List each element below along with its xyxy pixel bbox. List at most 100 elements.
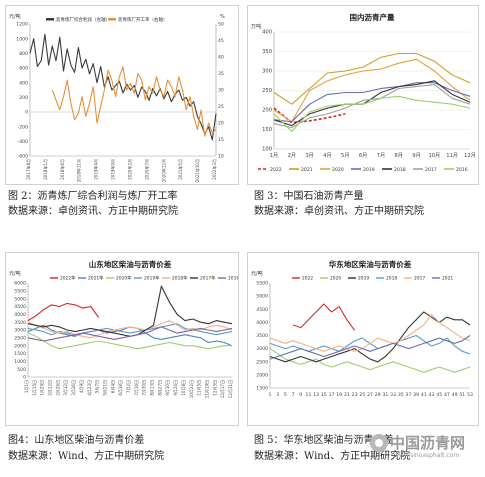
x-tick-label-10: 5月21日 — [102, 380, 107, 396]
legend-label-4: 2018年 — [172, 275, 188, 282]
series-line-2016-6 — [273, 95, 471, 133]
x-tick-label-23: 11月19日 — [204, 380, 209, 398]
legend-label-1: 2021年 — [88, 275, 104, 282]
x-tick-label-20: 10月8日 — [181, 380, 186, 396]
y-tick-label-200: 200 — [19, 95, 28, 101]
x-tick-label-9: 5月7日 — [95, 380, 100, 393]
x-tick-label-5: 6月 — [359, 152, 368, 159]
series-line-2020-2 — [273, 58, 471, 123]
legend-label-5: 2017年 — [200, 275, 216, 282]
y-tick-label-100: 100 — [262, 147, 272, 153]
x-tick-label-25: 51 — [459, 392, 465, 398]
x-tick-label-2: 1月29日 — [40, 380, 45, 396]
x-tick-label-2: 5 — [284, 392, 287, 398]
series-line-2022-0 — [292, 303, 356, 331]
caption-figure-3: 图 3：中国石油沥青产量 — [254, 191, 364, 202]
chart-shandong-spread: 山东地区柴油与沥青价差元/吨60005500500045004000350030… — [9, 259, 238, 398]
x-tick-label-3: 7 — [292, 392, 295, 398]
caption-source-5: 数据来源：Wind、方正中期研究院 — [254, 451, 411, 462]
watermark-title: 中国沥青网 — [390, 434, 466, 452]
legend-label-5: 2021 — [442, 276, 453, 282]
x-tick-label-21: 43 — [429, 392, 435, 398]
x-tick-label-3: 4月 — [323, 152, 332, 159]
x-tick-label-3: 2月12日 — [48, 380, 53, 396]
y-tick-label-4500: 4500 — [256, 307, 268, 313]
y-tick-label-6000: 6000 — [14, 281, 26, 287]
y-right-tick-label-30: 30 — [218, 88, 224, 94]
legend-label-3: 2019 — [363, 167, 375, 173]
y-tick-label-2000: 2000 — [14, 343, 26, 349]
y-tick-label-5000: 5000 — [14, 296, 26, 302]
legend-label-3: 2018 — [386, 276, 397, 282]
legend-label-0: 沥青炼厂综合利润（左轴） — [56, 16, 110, 23]
chart-title: 山东地区柴油与沥青价差 — [89, 259, 172, 269]
x-tick-label-6: 3月26日 — [71, 380, 76, 396]
y-tick-label-2500: 2500 — [14, 335, 26, 341]
chart-refinery-profit: 元/吨 % 1200 1000 800 600 400 200 0 -200 -400 -600 50 4… — [9, 13, 225, 182]
series-line-x-1 — [51, 66, 217, 137]
y-tick-label-250: 250 — [262, 88, 272, 94]
legend-label-5: 2017 — [425, 167, 437, 173]
x-tick-label-14: 7月16日 — [134, 380, 139, 396]
x-tick-label-14: 29 — [375, 392, 381, 398]
x-tick-label-26: 53 — [467, 392, 473, 398]
x-tick-label-26: 12月31日 — [228, 380, 233, 398]
x-tick-label-0: 1月 — [270, 152, 279, 159]
y-tick-label-3000: 3000 — [256, 346, 268, 352]
x-tick-label-17: 8月27日 — [157, 380, 162, 396]
y-tick-label-200: -200 — [18, 124, 29, 130]
y-tick-label-4000: 4000 — [14, 312, 26, 318]
y-tick-label-300: 300 — [262, 69, 272, 75]
watermark: 中国沥青网 www.sinoasphalt.com — [368, 430, 483, 464]
x-tick-label-22: 11月5日 — [197, 380, 202, 396]
y-tick-label-1500: 1500 — [14, 351, 26, 357]
chart-panel-east-china-spread: 华东地区柴油与沥青价差 元/吨 5500 5000 4500 4000 3500 3000 25… — [247, 252, 479, 426]
legend-label-0: 2022 — [302, 276, 313, 282]
x-tick-label-8: 17 — [329, 392, 335, 398]
caption-figure-4: 图4：山东地区柴油与沥青价差 — [8, 435, 145, 446]
x-tick-label-19: 9月24日 — [173, 380, 178, 396]
y-tick-label-1200: 1200 — [16, 22, 28, 28]
x-tick-label-1: 2018年1月 — [42, 159, 48, 180]
y-right-tick-label-25: 25 — [218, 104, 224, 110]
x-tick-label-3: 2018年11月 — [76, 159, 82, 182]
y-tick-label-600: 600 — [19, 66, 28, 72]
series-line-2022-0 — [27, 302, 100, 322]
x-tick-label-25: 12月17日 — [220, 380, 225, 398]
y-tick-label-0: 0 — [23, 375, 26, 381]
x-tick-label-0: 2017年8月 — [25, 159, 31, 180]
legend-label-3: 2019年 — [144, 275, 160, 282]
x-tick-label-1: 1月15日 — [32, 380, 37, 396]
series-line-2021-5 — [269, 335, 471, 360]
y-tick-label-1500: 1500 — [256, 386, 268, 392]
x-tick-label-11: 2022年3月 — [211, 159, 217, 180]
series-line-2016-6 — [27, 326, 233, 342]
x-tick-label-5: 3月12日 — [63, 380, 68, 396]
y-axis-unit: 万吨 — [251, 23, 261, 30]
legend-label-2: 2020 — [332, 167, 344, 173]
legend-label-2: 2019 — [358, 276, 369, 282]
chart-title: 华东地区柴油与沥青价差 — [329, 259, 412, 269]
x-tick-label-24: 49 — [452, 392, 458, 398]
x-tick-label-0: 1月1日 — [24, 380, 29, 393]
y-tick-label-200: 200 — [262, 108, 272, 114]
y-tick-label-3500: 3500 — [256, 333, 268, 339]
x-tick-label-6: 13 — [313, 392, 319, 398]
series-line-2020-1 — [269, 348, 471, 373]
chart-panel-refinery-profit: 元/吨% 1200 1000 800 600 400 200 0 -200 -400 -600 50 4… — [5, 5, 239, 185]
y-right-tick-label-45: 45 — [218, 38, 224, 44]
y-tick-label-600: -600 — [18, 154, 29, 160]
y-tick-label-3000: 3000 — [14, 328, 26, 334]
x-tick-label-4: 2月26日 — [55, 380, 60, 396]
x-tick-label-12: 25 — [359, 392, 365, 398]
x-tick-label-11: 6月4日 — [110, 380, 115, 393]
x-tick-label-11: 12月 — [464, 152, 476, 159]
x-tick-label-12: 6月18日 — [118, 380, 123, 396]
y-tick-label-800: 800 — [19, 51, 28, 57]
legend-label-4: 2018 — [394, 167, 406, 173]
x-tick-label-10: 11月 — [446, 152, 458, 159]
y-axis-unit: 元/吨 — [251, 270, 263, 277]
y-tick-label-2000: 2000 — [256, 372, 268, 378]
x-tick-label-15: 31 — [382, 392, 388, 398]
